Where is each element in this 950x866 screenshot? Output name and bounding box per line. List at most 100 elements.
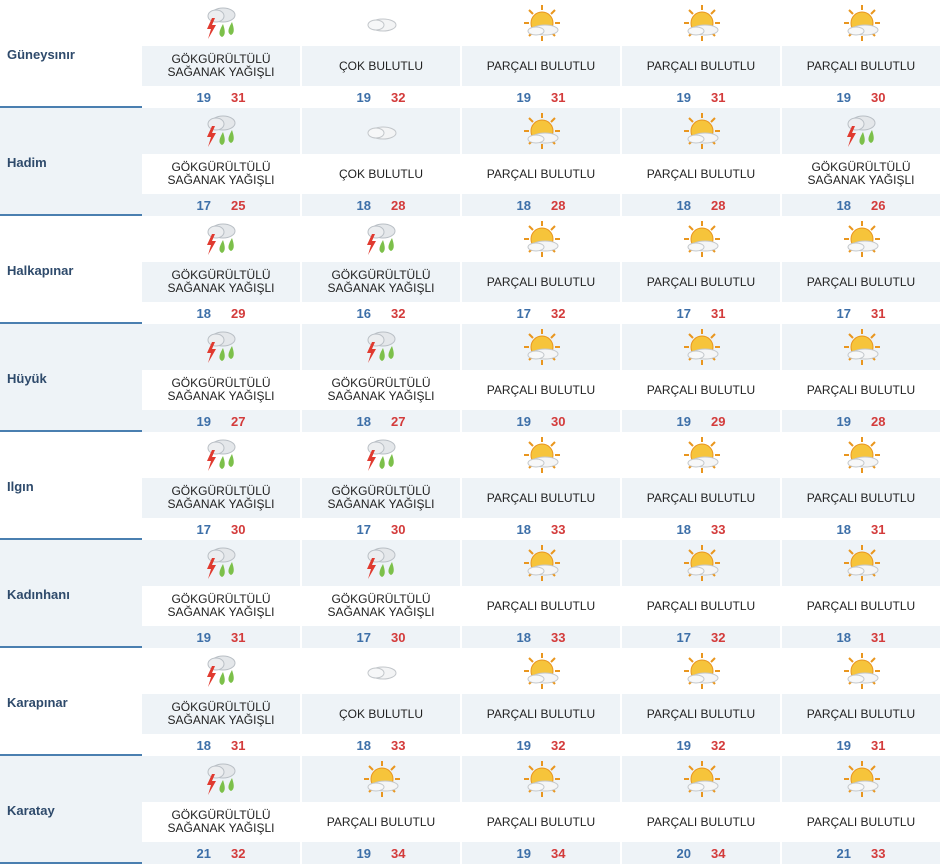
- day-forecast-cell: PARÇALI BULUTLU 17 31: [782, 216, 940, 324]
- thunder-rain-icon: [142, 648, 300, 694]
- max-temperature: 30: [391, 629, 406, 645]
- sun-cloud-icon: [462, 432, 620, 478]
- temperature-range: 18 29: [142, 302, 300, 324]
- forecast-row: Halkapınar GÖKGÜRÜLTÜLÜ SAĞANAK YAĞIŞLI 18…: [0, 216, 943, 324]
- city-name[interactable]: Halkapınar: [7, 263, 74, 278]
- condition-line-2: SAĞANAK YAĞIŞLI: [167, 173, 275, 187]
- min-temperature: 19: [516, 737, 531, 753]
- city-name[interactable]: Kadınhanı: [7, 587, 70, 602]
- condition-line-2: SAĞANAK YAĞIŞLI: [167, 713, 275, 727]
- forecast-row: Hüyük GÖKGÜRÜLTÜLÜ SAĞANAK YAĞIŞLI 19 27 GÖ…: [0, 324, 943, 432]
- sun-cloud-icon: [782, 432, 940, 478]
- min-temperature: 18: [836, 197, 851, 213]
- min-temperature: 19: [516, 845, 531, 861]
- cloud-icon: [302, 0, 460, 46]
- temperature-range: 17 30: [302, 518, 460, 540]
- sun-cloud-icon: [462, 108, 620, 154]
- temperature-range: 18 33: [462, 626, 620, 648]
- thunder-rain-icon: [142, 108, 300, 154]
- min-temperature: 19: [516, 413, 531, 429]
- condition-text: GÖKGÜRÜLTÜLÜ SAĞANAK YAĞIŞLI: [782, 154, 940, 194]
- temperature-range: 19 32: [462, 734, 620, 756]
- condition-line-2: SAĞANAK YAĞIŞLI: [167, 605, 275, 619]
- temperature-range: 19 27: [142, 410, 300, 432]
- min-temperature: 17: [196, 197, 211, 213]
- condition-text: GÖKGÜRÜLTÜLÜ SAĞANAK YAĞIŞLI: [142, 802, 300, 842]
- min-temperature: 19: [836, 737, 851, 753]
- condition-text: ÇOK BULUTLU: [302, 694, 460, 734]
- max-temperature: 27: [231, 413, 246, 429]
- max-temperature: 26: [871, 197, 886, 213]
- day-forecast-cell: PARÇALI BULUTLU 19 34: [462, 756, 620, 864]
- sun-cloud-icon: [462, 216, 620, 262]
- max-temperature: 28: [551, 197, 566, 213]
- day-forecast-cell: PARÇALI BULUTLU 17 31: [622, 216, 780, 324]
- condition-line-2: SAĞANAK YAĞIŞLI: [327, 389, 435, 403]
- condition-text: PARÇALI BULUTLU: [462, 694, 620, 734]
- sun-cloud-icon: [622, 0, 780, 46]
- temperature-range: 18 31: [782, 518, 940, 540]
- temperature-range: 18 31: [782, 626, 940, 648]
- city-name[interactable]: Ilgın: [7, 479, 34, 494]
- condition-line-1: GÖKGÜRÜLTÜLÜ: [331, 376, 431, 390]
- city-name[interactable]: Karatay: [7, 803, 55, 818]
- max-temperature: 31: [231, 89, 246, 105]
- day-forecast-cell: PARÇALI BULUTLU 19 31: [622, 0, 780, 108]
- day-forecast-cell: PARÇALI BULUTLU 18 28: [622, 108, 780, 216]
- max-temperature: 34: [551, 845, 566, 861]
- sun-cloud-icon: [622, 756, 780, 802]
- min-temperature: 19: [676, 737, 691, 753]
- temperature-range: 18 26: [782, 194, 940, 216]
- max-temperature: 32: [391, 89, 406, 105]
- day-forecast-cell: GÖKGÜRÜLTÜLÜ SAĞANAK YAĞIŞLI 18 26: [782, 108, 940, 216]
- max-temperature: 29: [711, 413, 726, 429]
- day-forecast-cell: ÇOK BULUTLU 18 33: [302, 648, 460, 756]
- day-forecast-cell: PARÇALI BULUTLU 19 29: [622, 324, 780, 432]
- condition-text: PARÇALI BULUTLU: [622, 586, 780, 626]
- condition-line-2: SAĞANAK YAĞIŞLI: [167, 389, 275, 403]
- day-forecast-cell: PARÇALI BULUTLU 18 31: [782, 540, 940, 648]
- day-forecast-cell: PARÇALI BULUTLU 18 28: [462, 108, 620, 216]
- sun-cloud-icon: [782, 216, 940, 262]
- max-temperature: 31: [871, 305, 886, 321]
- min-temperature: 19: [516, 89, 531, 105]
- city-name[interactable]: Güneysınır: [7, 47, 75, 62]
- condition-line-1: GÖKGÜRÜLTÜLÜ: [171, 160, 271, 174]
- condition-line-1: GÖKGÜRÜLTÜLÜ: [171, 808, 271, 822]
- sun-cloud-icon: [462, 756, 620, 802]
- temperature-range: 18 28: [622, 194, 780, 216]
- condition-line-1: GÖKGÜRÜLTÜLÜ: [171, 268, 271, 282]
- sun-cloud-icon: [462, 324, 620, 370]
- max-temperature: 33: [551, 629, 566, 645]
- sun-cloud-icon: [622, 324, 780, 370]
- max-temperature: 33: [871, 845, 886, 861]
- condition-line-1: GÖKGÜRÜLTÜLÜ: [171, 376, 271, 390]
- city-name[interactable]: Hadim: [7, 155, 47, 170]
- temperature-range: 17 30: [142, 518, 300, 540]
- condition-line-1: PARÇALI BULUTLU: [806, 274, 916, 289]
- max-temperature: 34: [711, 845, 726, 861]
- temperature-range: 18 27: [302, 410, 460, 432]
- thunder-rain-icon: [782, 108, 940, 154]
- city-name[interactable]: Karapınar: [7, 695, 68, 710]
- condition-text: PARÇALI BULUTLU: [462, 478, 620, 518]
- min-temperature: 20: [676, 845, 691, 861]
- condition-text: PARÇALI BULUTLU: [782, 478, 940, 518]
- sun-cloud-icon: [622, 432, 780, 478]
- max-temperature: 28: [711, 197, 726, 213]
- thunder-rain-icon: [142, 540, 300, 586]
- day-forecast-cell: GÖKGÜRÜLTÜLÜ SAĞANAK YAĞIŞLI 18 27: [302, 324, 460, 432]
- day-forecast-cell: PARÇALI BULUTLU 21 33: [782, 756, 940, 864]
- max-temperature: 27: [391, 413, 406, 429]
- condition-text: PARÇALI BULUTLU: [302, 802, 460, 842]
- day-forecast-cell: ÇOK BULUTLU 18 28: [302, 108, 460, 216]
- sun-cloud-icon: [622, 108, 780, 154]
- condition-text: PARÇALI BULUTLU: [462, 46, 620, 86]
- city-name[interactable]: Hüyük: [7, 371, 47, 386]
- condition-text: GÖKGÜRÜLTÜLÜ SAĞANAK YAĞIŞLI: [302, 586, 460, 626]
- max-temperature: 33: [711, 521, 726, 537]
- temperature-range: 16 32: [302, 302, 460, 324]
- sun-cloud-icon: [462, 648, 620, 694]
- forecast-row: Hadim GÖKGÜRÜLTÜLÜ SAĞANAK YAĞIŞLI 17 25 ÇO…: [0, 108, 943, 216]
- condition-text: PARÇALI BULUTLU: [622, 370, 780, 410]
